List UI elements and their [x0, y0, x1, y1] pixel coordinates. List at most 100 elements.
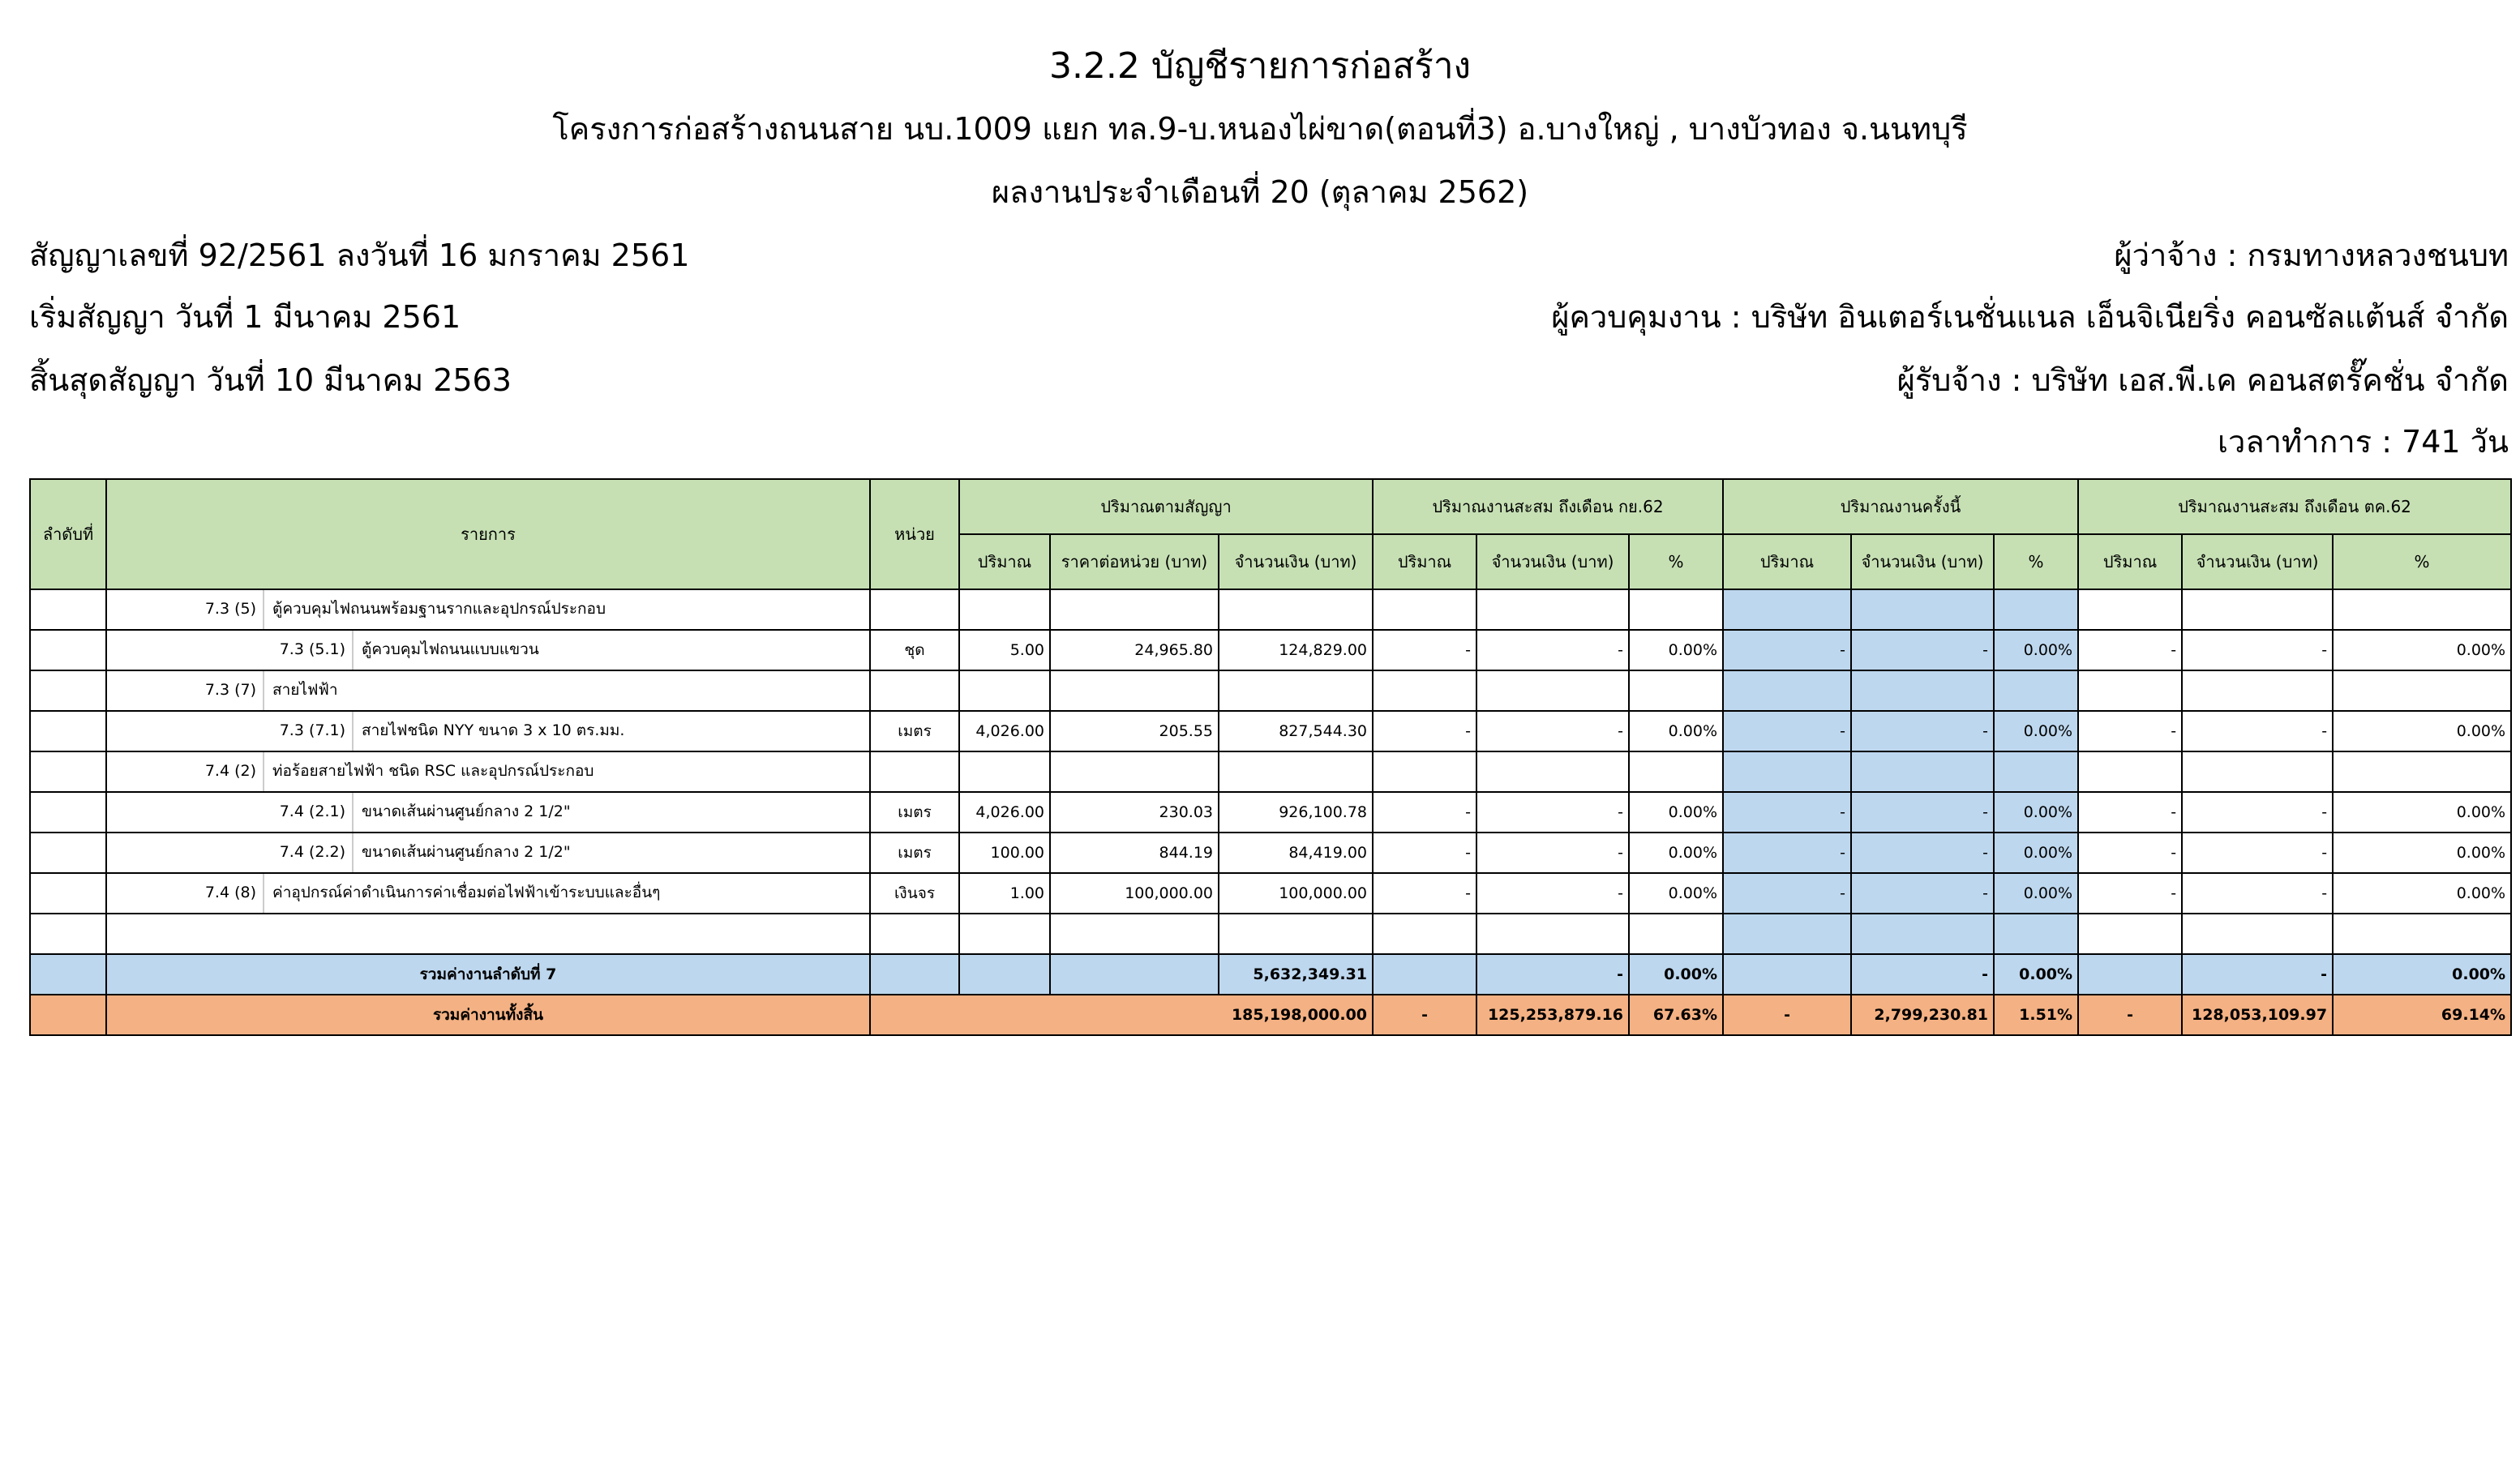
- cell-qty: 4,026.00: [958, 710, 1051, 752]
- cell-price: [1049, 913, 1219, 955]
- cell-t-pct: [2332, 589, 2513, 631]
- item-description: 7.3 (5.1) ตู้ควบคุมไฟถนนแบบแขวน: [105, 629, 871, 671]
- row-no: [29, 832, 107, 874]
- item-description: 7.4 (8) ค่าอุปกรณ์ค่าดำเนินการค่าเชื่อมต่…: [105, 872, 871, 914]
- item-text: ค่าอุปกรณ์ค่าดำเนินการค่าเชื่อมต่อไฟฟ้าเ…: [272, 884, 661, 901]
- cell-c-amt: -: [1850, 710, 1995, 752]
- col-qty: ปริมาณ: [958, 533, 1051, 590]
- cell-p-amt: -: [1476, 629, 1631, 671]
- item-text: ขนาดเส้นผ่านศูนย์กลาง 2 1/2": [362, 803, 571, 820]
- cell-p-pct: [1628, 589, 1725, 631]
- col-amount: จำนวนเงิน (บาท): [2181, 533, 2334, 590]
- subtotal-cum-amount: -: [2181, 953, 2334, 995]
- cell-price: 205.55: [1049, 710, 1219, 752]
- row-no: [29, 629, 107, 671]
- group-cumulative: ปริมาณงานสะสม ถึงเดือน ตค.62: [2077, 478, 2513, 535]
- cell-p-qty: [1372, 751, 1478, 793]
- cell-c-qty: [1722, 913, 1853, 955]
- col-pct: %: [1628, 533, 1725, 590]
- cell-c-amt: -: [1850, 629, 1995, 671]
- item-text: ขนาดเส้นผ่านศูนย์กลาง 2 1/2": [362, 843, 571, 861]
- cell-p-qty: [1372, 670, 1478, 712]
- project-name: โครงการก่อสร้างถนนสาย นบ.1009 แยก ทล.9-บ…: [552, 111, 1968, 147]
- cell-p-amt: [1476, 751, 1631, 793]
- cell-p-amt: -: [1476, 832, 1631, 874]
- cell-t-qty: -: [2077, 791, 2184, 833]
- cell-c-pct: [1993, 913, 2080, 955]
- cell-p-qty: [1372, 589, 1478, 631]
- row-no: [29, 872, 107, 914]
- cell-t-amt: -: [2181, 710, 2334, 752]
- cell-p-pct: 0.00%: [1628, 872, 1725, 914]
- cell-c-amt: [1850, 751, 1995, 793]
- table-row: 7.4 (2.2) ขนาดเส้นผ่านศูนย์กลาง 2 1/2" เมต…: [29, 832, 2513, 874]
- cell-amount: 827,544.30: [1217, 710, 1374, 752]
- cell-t-amt: [2181, 751, 2334, 793]
- item-code: 7.4 (2.2): [108, 834, 354, 871]
- cell-unit: [869, 913, 960, 955]
- item-code: 7.3 (5.1): [108, 631, 354, 669]
- col-unit: หน่วย: [869, 478, 960, 590]
- table-row: 7.3 (7.1) สายไฟชนิด NYY ขนาด 3 x 10 ตร.มม…: [29, 710, 2513, 752]
- subtotal-row: รวมค่างานลำดับที่ 7 5,632,349.31-0.00% -0.…: [29, 953, 2513, 995]
- total-label: รวมค่างานทั้งสิ้น: [105, 994, 871, 1036]
- subtotal-label: รวมค่างานลำดับที่ 7: [105, 953, 871, 995]
- table-row: 7.4 (2.1) ขนาดเส้นผ่านศูนย์กลาง 2 1/2" เมต…: [29, 791, 2513, 833]
- cell-unit: เงินจร: [869, 872, 960, 914]
- cell-t-qty: -: [2077, 629, 2184, 671]
- cell-p-qty: -: [1372, 872, 1478, 914]
- total-current-amount: 2,799,230.81: [1850, 994, 1995, 1036]
- cell-qty: 5.00: [958, 629, 1051, 671]
- item-text: สายไฟฟ้า: [272, 681, 338, 699]
- supervisor: ผู้ควบคุมงาน : บริษัท อินเตอร์เนชั่นแนล …: [1551, 299, 2509, 335]
- col-qty: ปริมาณ: [1722, 533, 1853, 590]
- cell-qty: [958, 751, 1051, 793]
- contract-end: สิ้นสุดสัญญา วันที่ 10 มีนาคม 2563: [29, 362, 512, 398]
- col-pct: %: [1993, 533, 2080, 590]
- cell-c-qty: -: [1722, 791, 1853, 833]
- cell-p-amt: -: [1476, 791, 1631, 833]
- cell-t-amt: -: [2181, 832, 2334, 874]
- table-row: [29, 913, 2513, 955]
- item-description: 7.4 (2.1) ขนาดเส้นผ่านศูนย์กลาง 2 1/2": [105, 791, 871, 833]
- cell-c-pct: 0.00%: [1993, 629, 2080, 671]
- cell-p-pct: [1628, 670, 1725, 712]
- cell-p-pct: 0.00%: [1628, 629, 1725, 671]
- item-code: 7.3 (7): [183, 672, 264, 709]
- group-current: ปริมาณงานครั้งนี้: [1722, 478, 2080, 535]
- cell-c-qty: -: [1722, 710, 1853, 752]
- col-amount: จำนวนเงิน (บาท): [1217, 533, 1374, 590]
- item-description: 7.3 (5) ตู้ควบคุมไฟถนนพร้อมฐานรากและอุปกร…: [105, 589, 871, 631]
- total-current-pct: 1.51%: [1993, 994, 2080, 1036]
- cell-unit: เมตร: [869, 710, 960, 752]
- cell-c-qty: [1722, 670, 1853, 712]
- cell-c-pct: [1993, 751, 2080, 793]
- subtotal-amount: 5,632,349.31: [1217, 953, 1374, 995]
- col-amount: จำนวนเงิน (บาท): [1476, 533, 1631, 590]
- cell-amount: [1217, 751, 1374, 793]
- cell-p-pct: 0.00%: [1628, 832, 1725, 874]
- item-code: 7.3 (5): [183, 591, 264, 628]
- cell-c-amt: [1850, 913, 1995, 955]
- cell-t-pct: 0.00%: [2332, 872, 2513, 914]
- subtotal-current-pct: 0.00%: [1993, 953, 2080, 995]
- cell-t-pct: [2332, 670, 2513, 712]
- cell-t-qty: [2077, 751, 2184, 793]
- item-text: ตู้ควบคุมไฟถนนแบบแขวน: [362, 640, 539, 658]
- row-no: [29, 670, 107, 712]
- cell-c-qty: [1722, 589, 1853, 631]
- cell-unit: [869, 670, 960, 712]
- row-no: [29, 751, 107, 793]
- cell-amount: [1217, 589, 1374, 631]
- contractor: ผู้รับจ้าง : บริษัท เอส.พี.เค คอนสตรั๊คช…: [1896, 362, 2509, 398]
- subtotal-cum-pct: 0.00%: [2332, 953, 2513, 995]
- cell-unit: [869, 589, 960, 631]
- cell-p-qty: [1372, 913, 1478, 955]
- cell-qty: [958, 589, 1051, 631]
- cell-t-amt: [2181, 589, 2334, 631]
- cell-c-amt: -: [1850, 872, 1995, 914]
- item-description: 7.3 (7) สายไฟฟ้า: [105, 670, 871, 712]
- cell-t-amt: -: [2181, 872, 2334, 914]
- group-contract: ปริมาณตามสัญญา: [958, 478, 1374, 535]
- duration: เวลาทำการ : 741 วัน: [2218, 424, 2509, 460]
